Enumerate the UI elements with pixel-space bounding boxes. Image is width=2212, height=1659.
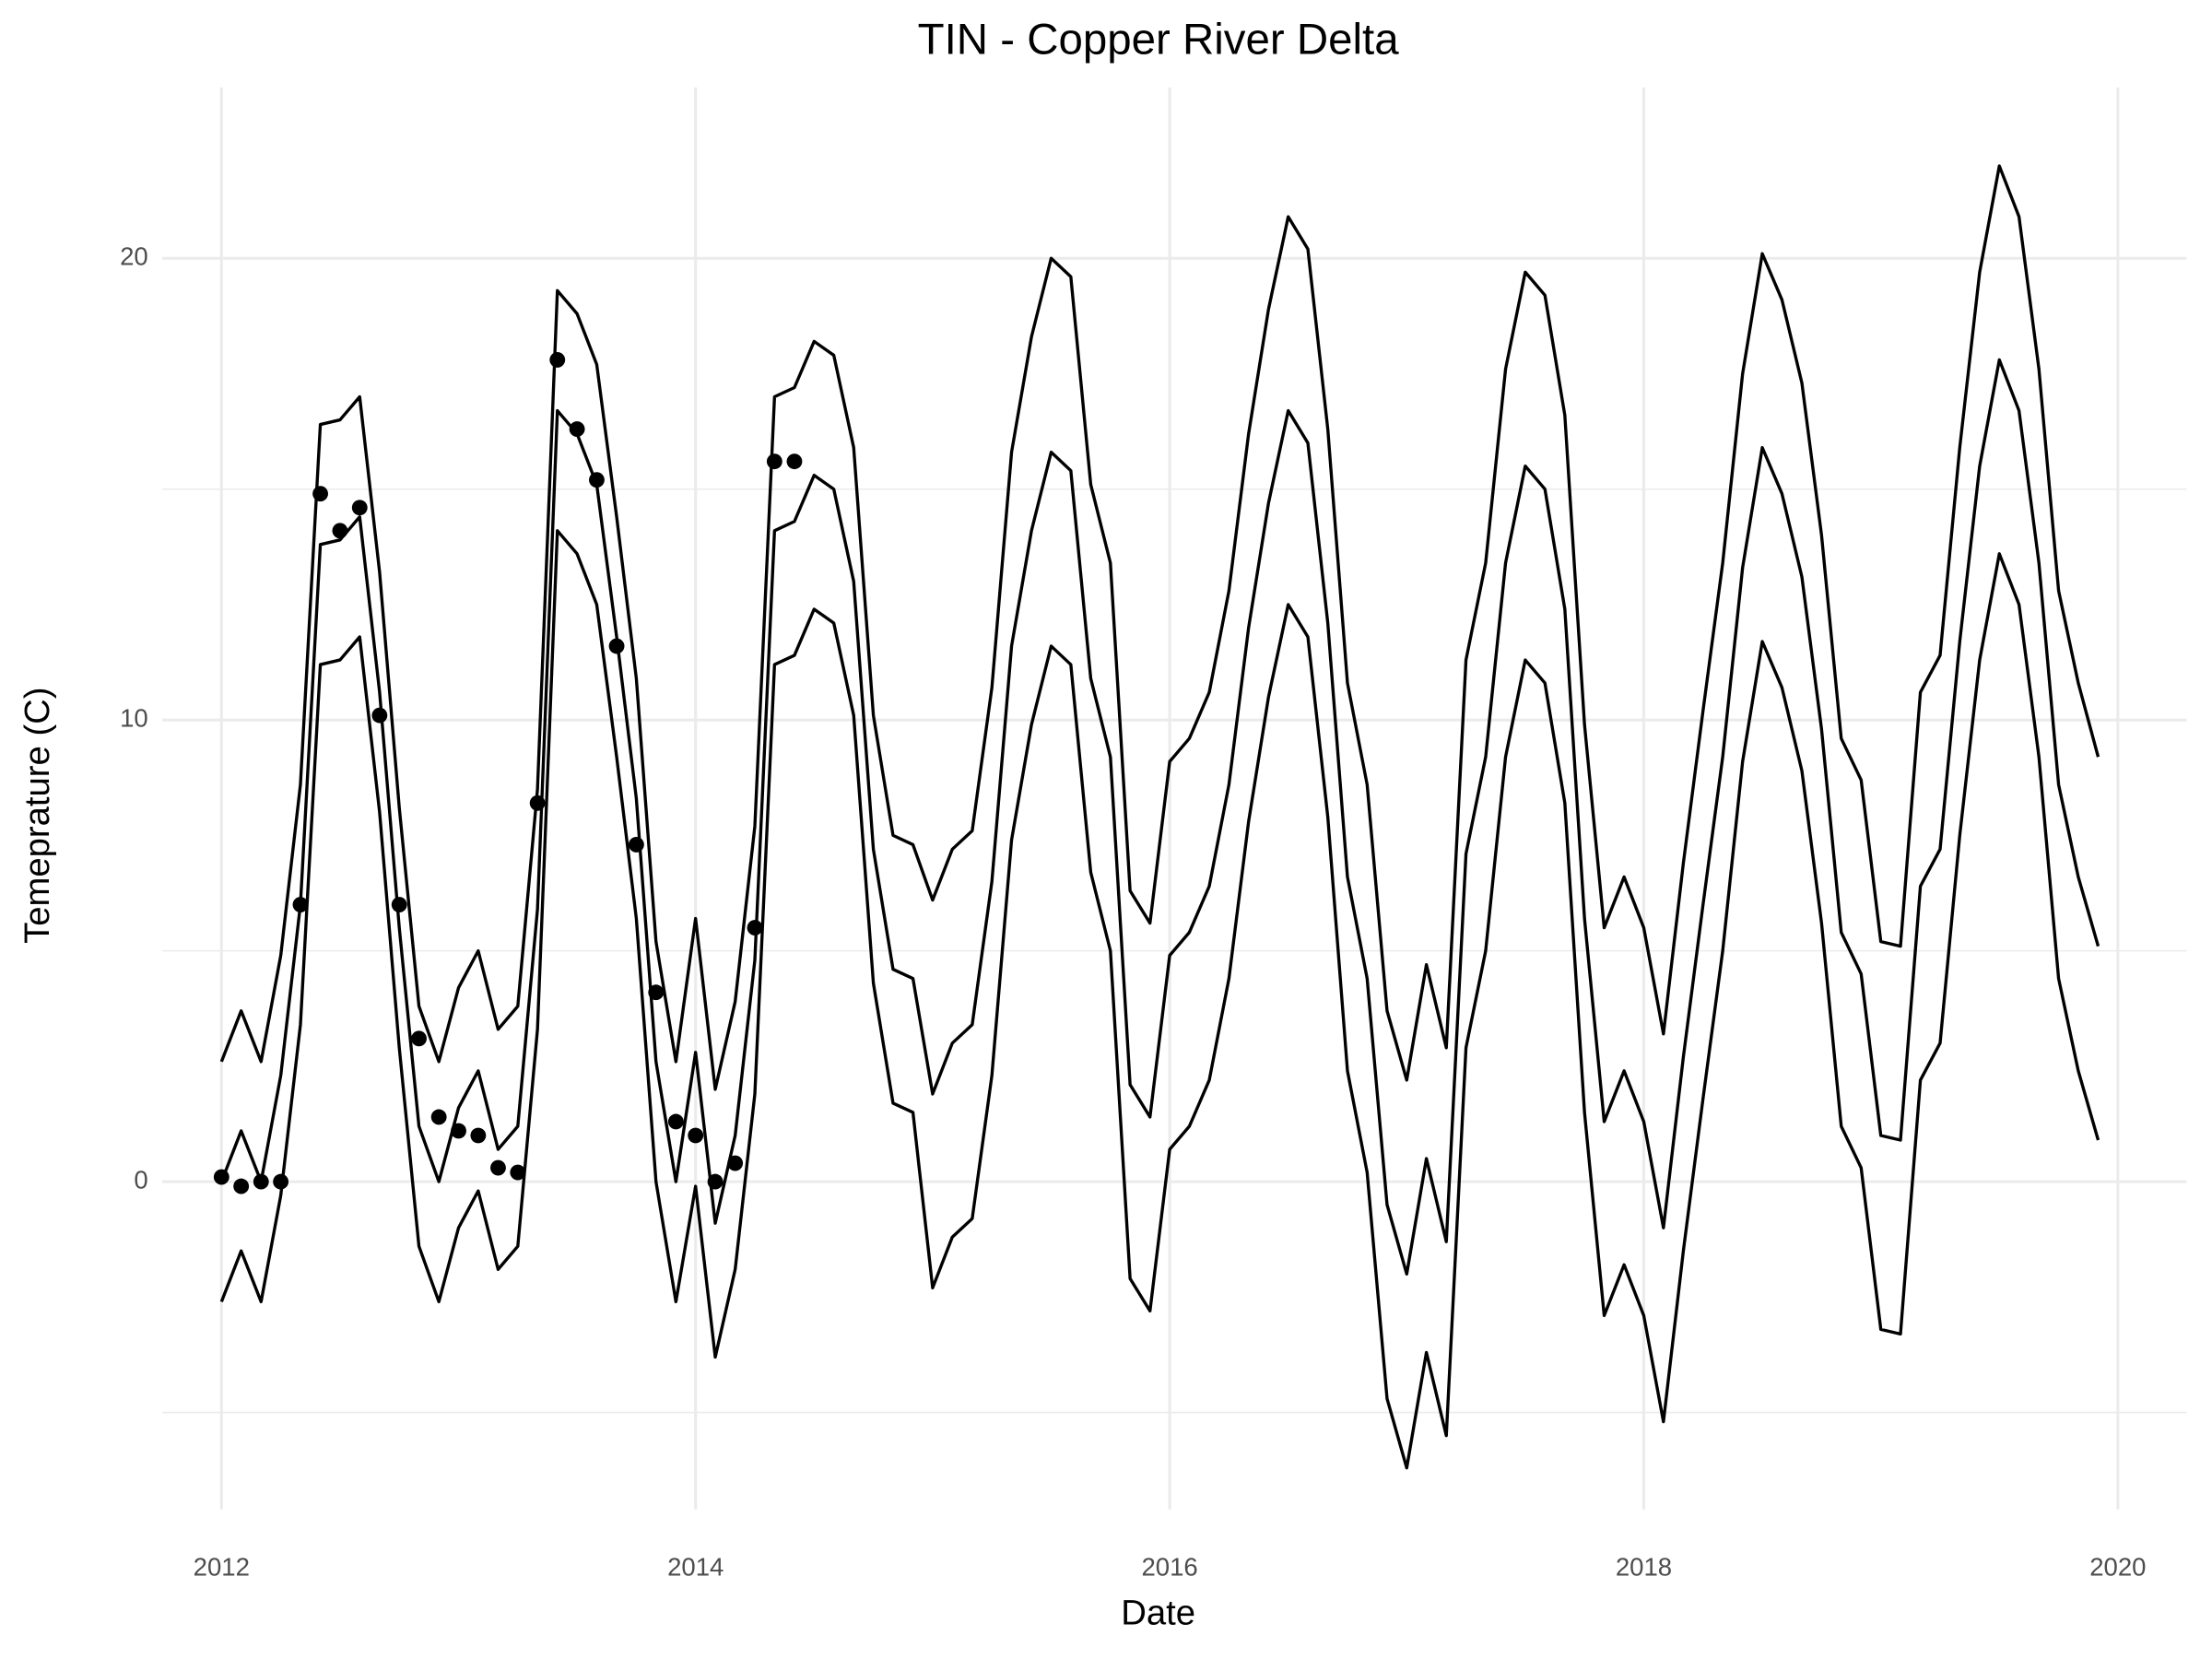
- data-point: [351, 500, 368, 516]
- data-point: [667, 1113, 684, 1130]
- data-point: [549, 352, 566, 368]
- data-point: [391, 897, 407, 912]
- y-tick-label: 20: [120, 242, 148, 271]
- series-line: [219, 164, 2100, 1091]
- x-tick-label: 2020: [2089, 1552, 2146, 1581]
- data-point: [273, 1173, 289, 1190]
- data-point: [371, 707, 388, 724]
- data-point: [332, 523, 348, 539]
- y-axis-title: Temeprature (C): [18, 687, 57, 943]
- data-point: [312, 486, 328, 502]
- data-point: [707, 1173, 724, 1190]
- x-tick-label: 2012: [194, 1552, 250, 1581]
- y-tick-label: 10: [120, 703, 148, 732]
- data-point: [213, 1169, 229, 1185]
- data-point: [747, 920, 763, 936]
- data-point: [569, 421, 585, 438]
- data-point: [253, 1173, 269, 1190]
- data-point: [292, 897, 309, 912]
- series-line: [219, 358, 2100, 1276]
- chart-title: TIN - Copper River Delta: [918, 15, 1400, 64]
- x-tick-label: 2018: [1616, 1552, 1672, 1581]
- data-point: [510, 1164, 526, 1181]
- data-point: [589, 472, 605, 488]
- data-point: [451, 1123, 466, 1139]
- data-point: [411, 1030, 427, 1047]
- data-point: [490, 1159, 506, 1176]
- series-line: [219, 529, 2100, 1470]
- data-point: [727, 1155, 744, 1171]
- data-point: [628, 837, 644, 853]
- data-point: [786, 453, 803, 470]
- x-tick-label: 2014: [667, 1552, 724, 1581]
- data-point: [470, 1127, 487, 1144]
- data-point: [766, 453, 782, 470]
- y-tick-label: 0: [134, 1165, 147, 1194]
- x-axis-title: Date: [1121, 1594, 1195, 1633]
- data-point: [648, 984, 665, 1001]
- x-tick-label: 2016: [1141, 1552, 1197, 1581]
- data-point: [688, 1127, 704, 1144]
- data-point: [430, 1109, 447, 1125]
- data-point: [233, 1178, 250, 1194]
- data-point: [608, 638, 625, 654]
- data-point: [529, 794, 546, 811]
